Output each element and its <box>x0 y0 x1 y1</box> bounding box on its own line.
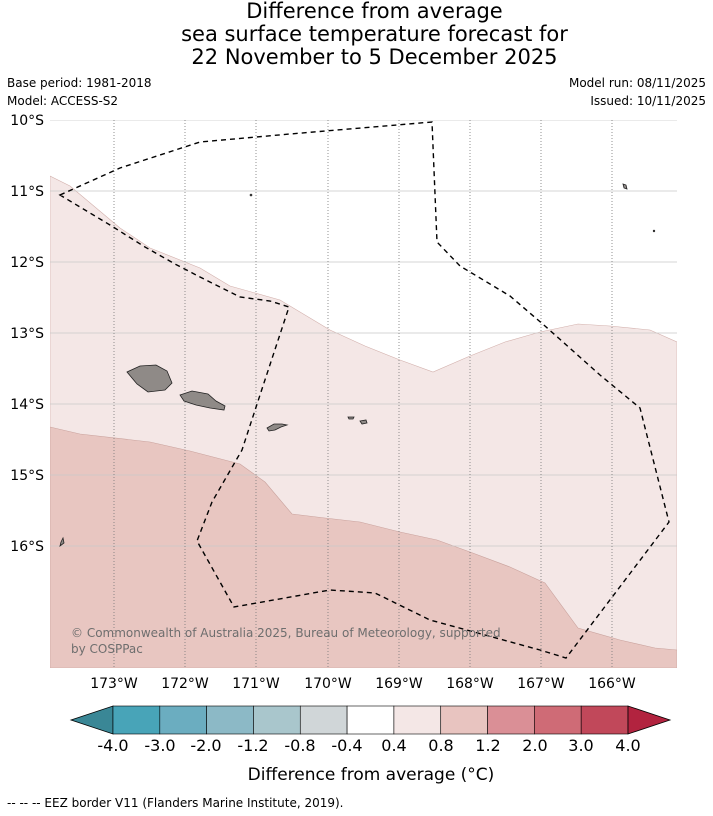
tutuila-island <box>266 423 289 432</box>
lon-label: 173°W <box>90 676 138 692</box>
colorbar-tick: -3.0 <box>144 736 175 755</box>
swains-island <box>249 193 253 197</box>
lat-label: 15°S <box>10 468 44 484</box>
colorbar-extend-high <box>627 705 672 735</box>
lat-label: 12°S <box>10 255 44 271</box>
colorbar-label: Difference from average (°C) <box>248 765 495 785</box>
colorbar-swatch <box>253 705 301 735</box>
colorbar-swatch <box>346 705 395 735</box>
issued-date: Issued: 10/11/2025 <box>590 94 706 108</box>
meta-right: Model run: 08/11/2025 Issued: 10/11/2025 <box>569 74 706 110</box>
base-period: Base period: 1981-2018 <box>7 76 152 90</box>
lat-label: 14°S <box>10 397 44 413</box>
upolu-island <box>179 390 226 411</box>
model-run: Model run: 08/11/2025 <box>568 76 706 90</box>
atoll-small <box>652 229 656 233</box>
wallis-islet <box>59 536 65 547</box>
eez-border <box>58 121 670 659</box>
colorbar-swatch <box>393 705 442 735</box>
lat-label: 16°S <box>10 539 44 555</box>
colorbar: -4.0 -3.0 -2.0 -1.2 -0.8 -0.4 0.4 0.8 1.… <box>69 705 672 785</box>
savaii-island <box>126 364 173 393</box>
lon-label: 171°W <box>232 676 280 692</box>
lat-label: 13°S <box>10 326 44 342</box>
colorbar-tick: 1.2 <box>475 736 500 755</box>
colorbar-swatch <box>299 705 348 735</box>
lon-label: 166°W <box>588 676 636 692</box>
title-line-2: sea surface temperature forecast for <box>181 22 568 46</box>
lon-label: 169°W <box>375 676 423 692</box>
longitude-gridlines <box>113 120 613 668</box>
tau-island <box>359 419 368 425</box>
lon-label: 168°W <box>446 676 494 692</box>
lat-label: 10°S <box>10 113 44 129</box>
colorbar-tick: 3.0 <box>568 736 593 755</box>
longitude-labels: 173°W 172°W 171°W 170°W 169°W 168°W 167°… <box>90 676 636 692</box>
lat-label: 11°S <box>10 184 44 200</box>
islands <box>59 183 656 547</box>
tokelau-atoll <box>622 183 628 190</box>
eez-legend-footnote: -- -- -- EEZ border V11 (Flanders Marine… <box>7 796 344 810</box>
colorbar-tick: 2.0 <box>522 736 547 755</box>
ofu-island <box>347 416 355 420</box>
colorbar-tick: -4.0 <box>97 736 128 755</box>
colorbar-swatch <box>440 705 488 735</box>
colorbar-swatch <box>159 705 207 735</box>
map-panel: © Commonwealth of Australia 2025, Bureau… <box>50 120 677 668</box>
lon-label: 172°W <box>161 676 209 692</box>
colorbar-tick: 4.0 <box>615 736 640 755</box>
copyright-line-1: © Commonwealth of Australia 2025, Bureau… <box>71 626 501 640</box>
colorbar-tick: -2.0 <box>190 736 221 755</box>
colorbar-swatch <box>487 705 535 735</box>
colorbar-swatch <box>206 705 254 735</box>
meta-left: Base period: 1981-2018 Model: ACCESS-S2 <box>7 74 152 110</box>
copyright-line-2: by COSPPac <box>71 642 143 656</box>
colorbar-extend-low <box>69 705 114 735</box>
colorbar-tick: 0.4 <box>381 736 406 755</box>
title-line-1: Difference from average <box>246 0 503 23</box>
lon-label: 167°W <box>517 676 565 692</box>
colorbar-swatch <box>112 705 161 735</box>
map-title: Difference from average sea surface temp… <box>0 0 713 69</box>
colorbar-tick: 0.8 <box>428 736 453 755</box>
title-line-3: 22 November to 5 December 2025 <box>191 45 558 69</box>
latitude-labels: 10°S 11°S 12°S 13°S 14°S 15°S 16°S <box>10 113 44 555</box>
model-name: Model: ACCESS-S2 <box>7 94 119 108</box>
colorbar-swatch <box>534 705 582 735</box>
colorbar-swatches <box>69 705 672 735</box>
lon-label: 170°W <box>304 676 352 692</box>
colorbar-tick-labels: -4.0 -3.0 -2.0 -1.2 -0.8 -0.4 0.4 0.8 1.… <box>97 736 640 755</box>
colorbar-swatch <box>580 705 629 735</box>
colorbar-tick: -0.4 <box>331 736 362 755</box>
colorbar-tick: -1.2 <box>237 736 268 755</box>
anomaly-region-0-8-to-1-2 <box>50 426 677 668</box>
colorbar-tick: -0.8 <box>284 736 315 755</box>
latitude-gridlines <box>50 120 677 547</box>
